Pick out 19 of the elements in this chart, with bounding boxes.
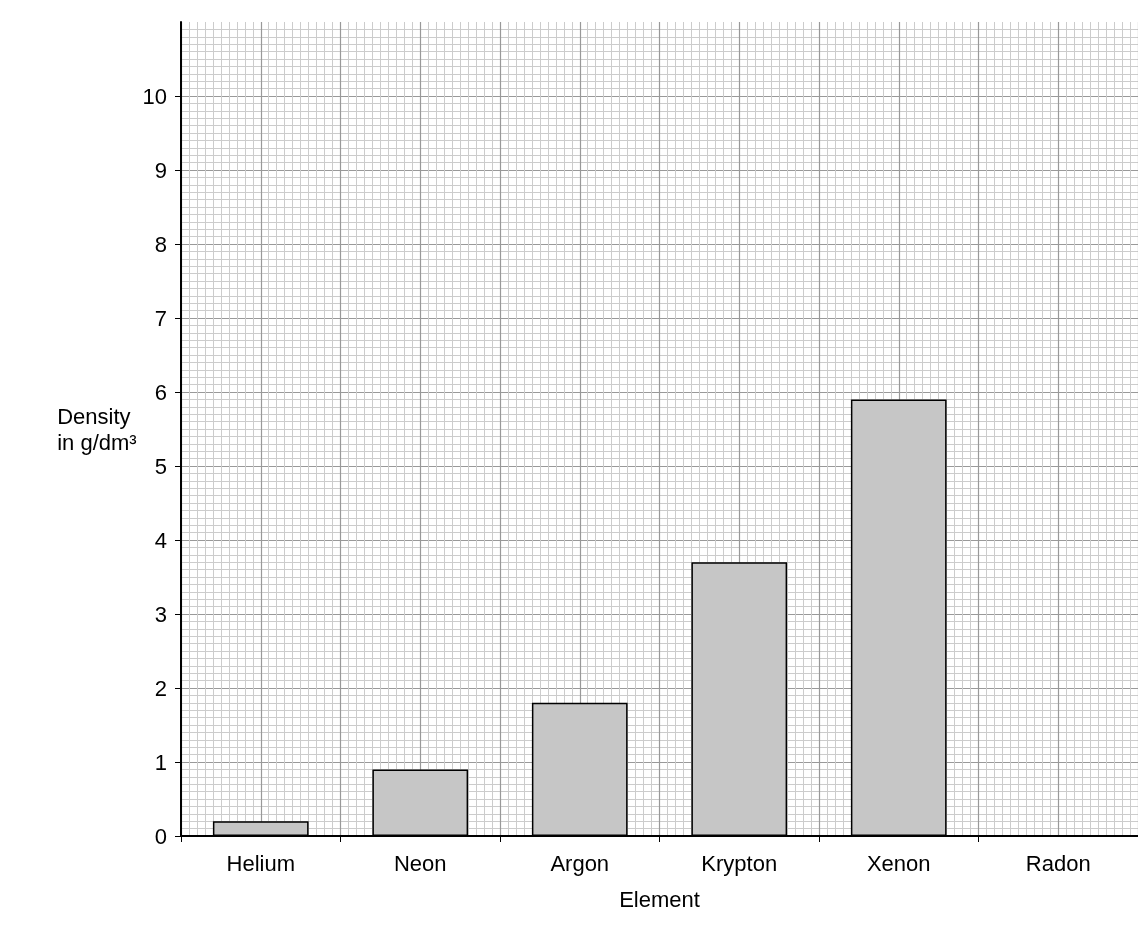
x-tick-label: Xenon: [866, 850, 931, 876]
x-tick-label: Krypton: [701, 850, 778, 876]
y-tick-label: 4: [154, 527, 167, 553]
y-tick-label: 9: [154, 157, 167, 183]
y-tick-label: 2: [154, 675, 167, 701]
y-tick-label: 5: [154, 453, 167, 479]
x-tick-label: Neon: [393, 850, 447, 876]
y-tick-label: 8: [154, 231, 167, 257]
y-tick-label: 6: [154, 379, 167, 405]
y-axis-title: Density in g/dm³: [57, 403, 137, 455]
y-tick-label: 3: [154, 601, 167, 627]
x-axis-title: Element: [619, 886, 700, 912]
y-tick-label: 7: [154, 305, 167, 331]
x-tick-label: Radon: [1025, 850, 1091, 876]
x-tick-label: Helium: [226, 850, 295, 876]
x-tick-label: Argon: [550, 850, 610, 876]
y-tick-label: 10: [142, 83, 167, 109]
y-tick-label: 0: [154, 823, 167, 849]
y-tick-label: 1: [154, 749, 167, 775]
